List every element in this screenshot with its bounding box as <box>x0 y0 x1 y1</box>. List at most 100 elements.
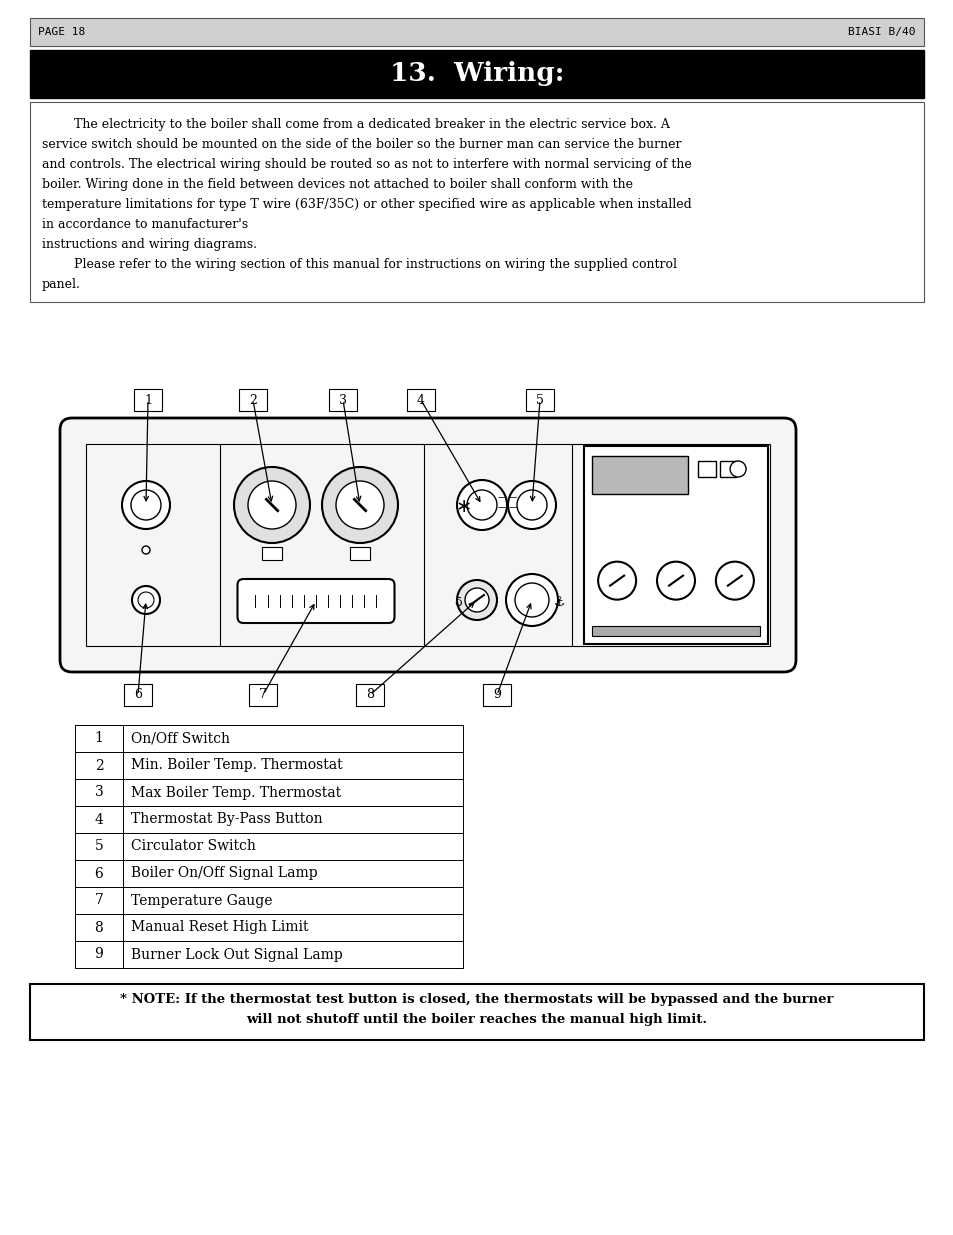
Bar <box>262 547 282 559</box>
Text: 7: 7 <box>94 893 103 908</box>
Text: in accordance to manufacturer's: in accordance to manufacturer's <box>42 219 248 231</box>
Text: 5: 5 <box>94 840 103 853</box>
Circle shape <box>132 585 160 614</box>
Bar <box>133 389 162 411</box>
Circle shape <box>729 461 745 477</box>
Circle shape <box>515 583 548 618</box>
Bar <box>30 19 923 46</box>
Text: 13.  Wiring:: 13. Wiring: <box>390 62 563 86</box>
Text: panel.: panel. <box>42 278 81 291</box>
Text: Burner Lock Out Signal Lamp: Burner Lock Out Signal Lamp <box>131 947 342 962</box>
Bar <box>75 887 123 914</box>
Text: boiler. Wiring done in the field between devices not attached to boiler shall co: boiler. Wiring done in the field between… <box>42 178 633 191</box>
Text: Boiler On/Off Signal Lamp: Boiler On/Off Signal Lamp <box>131 867 317 881</box>
Text: — —: — — <box>497 503 517 511</box>
Bar <box>123 941 462 968</box>
Text: 4: 4 <box>416 394 424 406</box>
Circle shape <box>131 490 161 520</box>
Circle shape <box>233 467 310 543</box>
Bar <box>525 389 554 411</box>
Text: 3: 3 <box>338 394 347 406</box>
Circle shape <box>138 592 153 608</box>
Bar <box>123 860 462 887</box>
Bar <box>75 779 123 806</box>
Text: PAGE 18: PAGE 18 <box>38 27 85 37</box>
Text: 9: 9 <box>493 688 500 701</box>
Circle shape <box>507 480 556 529</box>
Bar <box>75 752 123 779</box>
Bar <box>30 984 923 1040</box>
Text: 3: 3 <box>94 785 103 799</box>
Text: — —: — — <box>497 493 517 501</box>
Circle shape <box>122 480 170 529</box>
Bar <box>75 860 123 887</box>
Circle shape <box>467 490 497 520</box>
Text: The electricity to the boiler shall come from a dedicated breaker in the electri: The electricity to the boiler shall come… <box>42 119 669 131</box>
Bar <box>123 887 462 914</box>
Circle shape <box>322 467 397 543</box>
Bar <box>75 914 123 941</box>
Text: 7: 7 <box>259 688 267 701</box>
Circle shape <box>456 580 497 620</box>
Bar <box>75 832 123 860</box>
Text: 8: 8 <box>94 920 103 935</box>
Bar <box>482 684 511 706</box>
Text: service switch should be mounted on the side of the boiler so the burner man can: service switch should be mounted on the … <box>42 138 680 151</box>
Bar <box>329 389 356 411</box>
Text: 4: 4 <box>94 813 103 826</box>
Text: Please refer to the wiring section of this manual for instructions on wiring the: Please refer to the wiring section of th… <box>42 258 677 270</box>
Text: Manual Reset High Limit: Manual Reset High Limit <box>131 920 308 935</box>
Bar <box>124 684 152 706</box>
Bar <box>75 941 123 968</box>
Text: 6: 6 <box>94 867 103 881</box>
Text: 6: 6 <box>133 688 142 701</box>
Circle shape <box>505 574 558 626</box>
Text: ∗: ∗ <box>456 498 472 516</box>
Text: instructions and wiring diagrams.: instructions and wiring diagrams. <box>42 238 256 251</box>
Bar <box>583 446 767 643</box>
Circle shape <box>464 588 489 613</box>
Text: Max Boiler Temp. Thermostat: Max Boiler Temp. Thermostat <box>131 785 341 799</box>
Bar <box>592 626 760 636</box>
Bar <box>407 389 435 411</box>
Text: will not shutoff until the boiler reaches the manual high limit.: will not shutoff until the boiler reache… <box>246 1014 707 1026</box>
Bar <box>30 103 923 303</box>
Bar <box>123 752 462 779</box>
Text: Temperature Gauge: Temperature Gauge <box>131 893 273 908</box>
Text: Circulator Switch: Circulator Switch <box>131 840 255 853</box>
Bar <box>123 832 462 860</box>
Circle shape <box>142 546 150 555</box>
Text: 5: 5 <box>536 394 543 406</box>
Bar <box>123 779 462 806</box>
Bar <box>720 461 736 477</box>
Circle shape <box>715 562 753 600</box>
Circle shape <box>598 562 636 600</box>
Text: 1: 1 <box>94 731 103 746</box>
Bar <box>698 461 716 477</box>
Text: and controls. The electrical wiring should be routed so as not to interfere with: and controls. The electrical wiring shou… <box>42 158 691 170</box>
Bar <box>30 49 923 98</box>
Bar <box>350 547 370 559</box>
Text: 2: 2 <box>249 394 256 406</box>
Text: Min. Boiler Temp. Thermostat: Min. Boiler Temp. Thermostat <box>131 758 342 773</box>
Circle shape <box>335 480 384 529</box>
Text: BIASI B/40: BIASI B/40 <box>847 27 915 37</box>
Text: 9: 9 <box>94 947 103 962</box>
Bar <box>75 725 123 752</box>
Bar <box>239 389 267 411</box>
Bar <box>123 806 462 832</box>
Text: Thermostat By-Pass Button: Thermostat By-Pass Button <box>131 813 322 826</box>
Bar <box>75 806 123 832</box>
Circle shape <box>248 480 295 529</box>
Text: temperature limitations for type T wire (63F/35C) or other specified wire as app: temperature limitations for type T wire … <box>42 198 691 211</box>
Text: 1: 1 <box>144 394 152 406</box>
Bar <box>123 725 462 752</box>
Text: On/Off Switch: On/Off Switch <box>131 731 230 746</box>
Bar <box>249 684 276 706</box>
Text: 2: 2 <box>94 758 103 773</box>
Text: * NOTE: If the thermostat test button is closed, the thermostats will be bypasse: * NOTE: If the thermostat test button is… <box>120 993 833 1007</box>
Bar <box>123 914 462 941</box>
Circle shape <box>657 562 695 600</box>
FancyBboxPatch shape <box>60 417 795 672</box>
Circle shape <box>456 480 506 530</box>
